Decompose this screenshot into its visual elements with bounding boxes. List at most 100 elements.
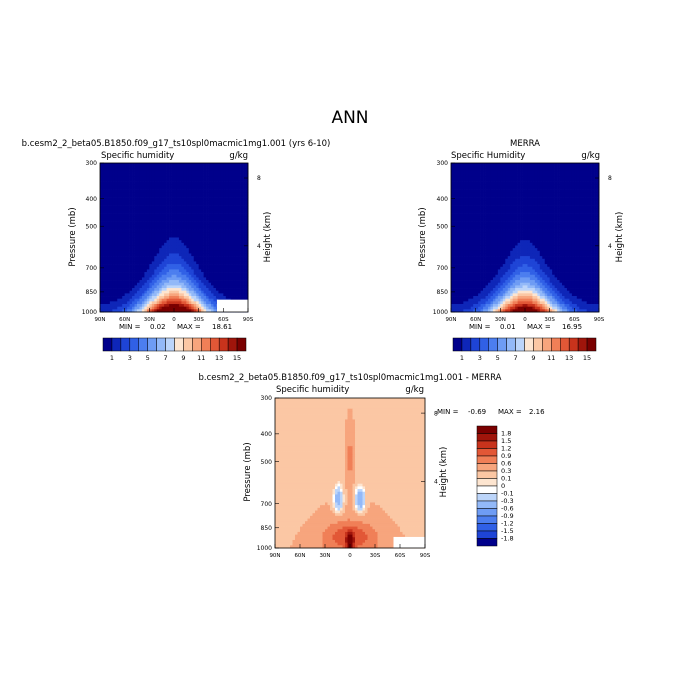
- field-cell: [215, 208, 219, 212]
- field-cell: [559, 210, 563, 214]
- field-cell: [117, 170, 121, 174]
- field-cell: [539, 224, 543, 228]
- field-cell: [201, 309, 204, 313]
- field-cell: [230, 264, 234, 268]
- field-cell: [238, 194, 241, 198]
- field-cell: [174, 290, 177, 294]
- field-cell: [549, 178, 553, 182]
- field-cell: [574, 189, 578, 193]
- field-cell: [586, 189, 590, 193]
- field-cell: [191, 229, 195, 233]
- field-cell: [169, 253, 172, 257]
- field-cell: [134, 232, 138, 236]
- field-cell: [137, 242, 140, 246]
- field-cell: [552, 229, 555, 233]
- field-cell: [473, 226, 477, 230]
- field-cell: [127, 309, 130, 313]
- field-cell: [468, 213, 472, 217]
- field-cell: [211, 168, 214, 172]
- field-cell: [488, 173, 491, 177]
- field-cell: [102, 306, 106, 310]
- field-cell: [235, 216, 239, 220]
- field-cell: [571, 216, 575, 220]
- field-cell: [483, 226, 486, 230]
- field-cell: [215, 194, 219, 198]
- field-cell: [453, 205, 457, 209]
- field-cell: [137, 181, 140, 185]
- field-cell: [183, 296, 187, 300]
- field-cell: [581, 210, 585, 214]
- field-cell: [119, 296, 123, 300]
- field-cell: [225, 282, 229, 286]
- field-cell: [525, 186, 528, 190]
- field-cell: [584, 189, 588, 193]
- field-cell: [564, 221, 568, 225]
- field-cell: [183, 266, 187, 270]
- field-cell: [149, 288, 153, 292]
- field-cell: [213, 176, 217, 180]
- field-cell: [144, 304, 148, 308]
- field-cell: [206, 242, 209, 246]
- field-cell: [181, 285, 185, 289]
- field-cell: [512, 218, 516, 222]
- field-cell: [589, 221, 592, 225]
- field-cell: [132, 237, 135, 241]
- field-cell: [554, 213, 558, 217]
- field-cell: [154, 285, 158, 289]
- field-cell: [576, 205, 580, 209]
- field-cell: [520, 165, 523, 169]
- field-cell: [492, 226, 496, 230]
- field-cell: [208, 301, 212, 305]
- field-cell: [114, 192, 118, 196]
- field-cell: [478, 200, 481, 204]
- field-cell: [500, 165, 504, 169]
- field-cell: [112, 216, 116, 220]
- field-cell: [478, 194, 481, 198]
- field-cell: [534, 226, 538, 230]
- field-cell: [117, 229, 121, 233]
- field-cell: [240, 197, 244, 201]
- field-cell: [134, 261, 138, 265]
- field-cell: [542, 181, 546, 185]
- field-cell: [552, 186, 555, 190]
- field-cell: [478, 181, 481, 185]
- field-cell: [534, 181, 538, 185]
- field-cell: [156, 306, 160, 310]
- field-cell: [208, 218, 212, 222]
- field-cell: [181, 218, 185, 222]
- field-cell: [146, 261, 150, 265]
- field-cell: [141, 269, 145, 273]
- field-cell: [201, 269, 204, 273]
- field-cell: [141, 298, 145, 302]
- field-cell: [164, 240, 167, 244]
- field-cell: [104, 197, 108, 201]
- field-cell: [215, 266, 219, 270]
- field-cell: [490, 189, 494, 193]
- field-cell: [208, 176, 212, 180]
- field-cell: [169, 301, 172, 305]
- field-cell: [114, 173, 118, 177]
- field-cell: [228, 208, 232, 212]
- field-cell: [186, 274, 190, 278]
- field-cell: [574, 170, 578, 174]
- field-cell: [591, 202, 595, 206]
- field-cell: [544, 173, 548, 177]
- field-cell: [122, 296, 126, 300]
- field-cell: [191, 202, 195, 206]
- field-cell: [213, 280, 217, 284]
- field-cell: [549, 192, 553, 196]
- field-cell: [218, 269, 222, 273]
- field-cell: [161, 298, 165, 302]
- field-cell: [542, 186, 546, 190]
- field-cell: [557, 213, 560, 217]
- field-cell: [141, 264, 145, 268]
- field-cell: [156, 194, 160, 198]
- field-cell: [107, 189, 111, 193]
- field-cell: [455, 208, 459, 212]
- field-cell: [134, 234, 138, 238]
- field-cell: [174, 293, 177, 297]
- field-cell: [510, 197, 514, 201]
- field-cell: [166, 192, 170, 196]
- field-cell: [213, 197, 217, 201]
- field-cell: [191, 264, 195, 268]
